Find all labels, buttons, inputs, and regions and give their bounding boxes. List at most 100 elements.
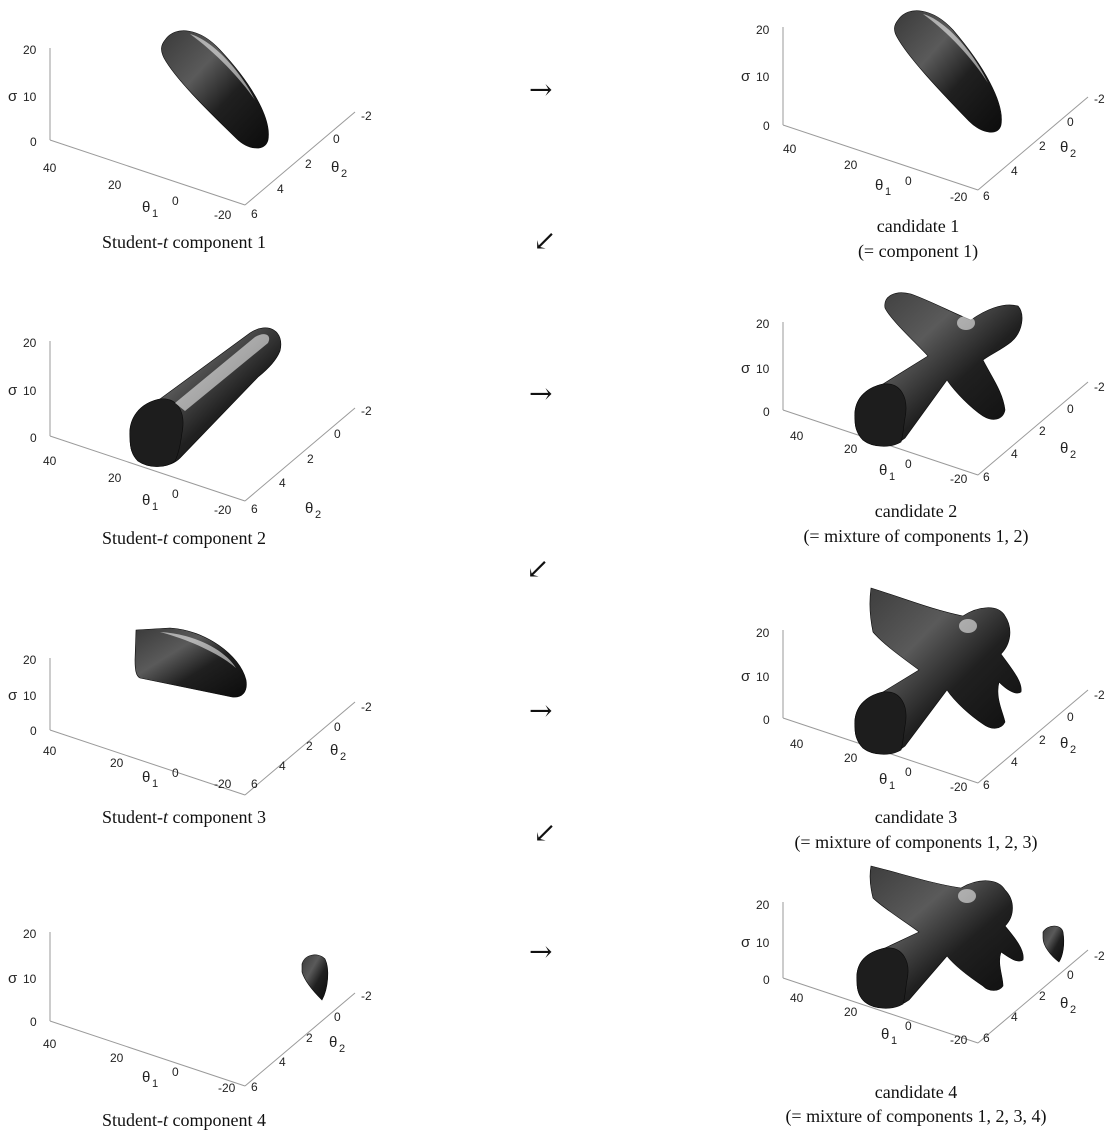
- tick-theta2-0: 0: [334, 1010, 341, 1024]
- density-surface: [129, 327, 282, 467]
- tick-theta1-0: 0: [172, 487, 179, 501]
- axis-label-theta2-sub: 2: [340, 751, 346, 763]
- tick-theta1-20: 20: [844, 442, 858, 456]
- theta1-ticks: 40 20 0 -20 θ 1: [790, 737, 968, 794]
- axis-label-theta1-sub: 1: [891, 1035, 897, 1047]
- axis-label-theta1-sub: 1: [152, 778, 158, 790]
- axis-label-theta2: θ: [1060, 735, 1068, 752]
- axis-label-theta2-sub: 2: [341, 168, 347, 180]
- axis-label-theta2-sub: 2: [315, 509, 321, 521]
- tick-theta1-40: 40: [43, 161, 57, 175]
- tick-theta2-6: 6: [983, 470, 990, 484]
- tick-theta1-0: 0: [905, 457, 912, 471]
- axis-label-theta1: θ: [142, 1069, 150, 1086]
- axis-label-theta1: θ: [881, 1026, 889, 1043]
- tick-theta1-0: 0: [172, 766, 179, 780]
- sigma-ticks: 0 10 20 σ: [8, 927, 37, 1029]
- tick-theta1-0: 0: [905, 1019, 912, 1033]
- tick-sigma-20: 20: [23, 653, 37, 667]
- axis-label-theta1: θ: [142, 769, 150, 786]
- axes-frame: [49, 341, 356, 502]
- right-panel-2: 0 10 20 σ 40 20 0 -20 θ 1 6 4 2 0 -2 θ 2: [741, 292, 1105, 486]
- theta1-ticks: 40 20 0 -20 θ 1: [783, 142, 968, 204]
- sigma-ticks: 0 10 20 σ: [741, 626, 770, 727]
- tick-theta2-m2: -2: [1094, 92, 1105, 106]
- tick-sigma-20: 20: [756, 898, 770, 912]
- density-surface: [856, 865, 1065, 1009]
- tick-theta2-2: 2: [305, 157, 312, 171]
- theta2-ticks: 6 4 2 0 -2 θ 2: [983, 92, 1105, 203]
- tick-theta1-20: 20: [110, 1051, 124, 1065]
- tick-sigma-10: 10: [756, 936, 770, 950]
- arrow-right-4: →: [529, 935, 552, 968]
- tick-theta2-0: 0: [1067, 710, 1074, 724]
- tick-sigma-0: 0: [763, 973, 770, 987]
- caption-right-4-line2: (= mixture of components 1, 2, 3, 4): [785, 1106, 1046, 1127]
- left-panel-3: 0 10 20 σ 40 20 0 -20 θ 1 6 4 2 0 -2 θ 2…: [8, 627, 372, 827]
- tick-sigma-10: 10: [23, 384, 37, 398]
- axis-label-sigma: σ: [8, 970, 18, 987]
- caption-right-2-line2: (= mixture of components 1, 2): [803, 526, 1028, 547]
- tick-theta2-2: 2: [1039, 733, 1046, 747]
- tick-sigma-20: 20: [756, 626, 770, 640]
- caption-right-3-line2: (= mixture of components 1, 2, 3): [794, 832, 1037, 853]
- tick-theta2-0: 0: [333, 132, 340, 146]
- caption-right-4-line1: candidate 4: [875, 1082, 957, 1102]
- axis-label-theta1: θ: [875, 177, 883, 194]
- tick-theta2-6: 6: [983, 189, 990, 203]
- tick-sigma-10: 10: [756, 362, 770, 376]
- tick-theta1-40: 40: [43, 1037, 57, 1051]
- tick-sigma-0: 0: [763, 119, 770, 133]
- arrow-right-1: →: [529, 73, 552, 106]
- arrow-right-3: →: [529, 694, 552, 727]
- tick-theta1-0: 0: [905, 765, 912, 779]
- tick-theta1-m20: -20: [950, 190, 968, 204]
- tick-sigma-0: 0: [30, 1015, 37, 1029]
- tick-theta1-20: 20: [844, 1005, 858, 1019]
- tick-theta2-6: 6: [251, 207, 258, 221]
- tick-theta2-4: 4: [279, 476, 286, 490]
- axis-label-theta1: θ: [142, 492, 150, 509]
- density-surface: [854, 587, 1022, 755]
- axis-label-sigma: σ: [8, 88, 18, 105]
- caption-left-1: Student-t component 1: [102, 232, 266, 252]
- theta1-ticks: 40 20 0 -20 θ 1: [43, 161, 232, 222]
- tick-theta1-40: 40: [790, 737, 804, 751]
- density-surface: [894, 10, 1002, 133]
- caption-right-3-line1: candidate 3: [875, 807, 957, 827]
- theta2-ticks: 6 4 2 0 -2 θ 2: [251, 700, 372, 791]
- axis-label-theta1-sub: 1: [889, 780, 895, 792]
- tick-theta2-m2: -2: [1094, 380, 1105, 394]
- axis-label-theta1-sub: 1: [152, 1078, 158, 1090]
- left-panel-2: 0 10 20 σ 40 20 0 -20 θ 1 6 4 2 0 -2 θ 2…: [8, 327, 372, 548]
- sigma-ticks: 0 10 20 σ: [741, 898, 770, 987]
- arrow-right-2: →: [529, 377, 552, 410]
- right-panel-4: 0 10 20 σ 40 20 0 -20 θ 1 6 4 2 0 -2 θ 2: [741, 865, 1105, 1047]
- tick-theta1-40: 40: [790, 429, 804, 443]
- tick-theta2-0: 0: [1067, 115, 1074, 129]
- tick-theta2-6: 6: [251, 777, 258, 791]
- axis-label-theta2: θ: [1060, 139, 1068, 156]
- tick-theta2-6: 6: [251, 1080, 258, 1094]
- axis-label-sigma: σ: [741, 360, 751, 377]
- theta2-ticks: 6 4 2 0 -2 θ 2: [983, 380, 1105, 484]
- tick-theta2-4: 4: [277, 182, 284, 196]
- tick-sigma-10: 10: [23, 689, 37, 703]
- tick-sigma-10: 10: [756, 670, 770, 684]
- theta2-ticks: 6 4 2 0 -2 θ 2: [983, 688, 1105, 792]
- axes-frame: [782, 902, 1089, 1044]
- tick-theta2-0: 0: [1067, 968, 1074, 982]
- tick-theta2-4: 4: [279, 1055, 286, 1069]
- tick-theta2-m2: -2: [1094, 949, 1105, 963]
- sigma-ticks: 0 10 20 σ: [741, 317, 770, 419]
- caption-left-3: Student-t component 3: [102, 807, 266, 827]
- axes-frame: [782, 27, 1089, 191]
- right-panel-1: 0 10 20 σ 40 20 0 -20 θ 1 6 4 2 0 -2 θ 2: [741, 10, 1105, 204]
- tick-sigma-20: 20: [23, 43, 37, 57]
- axis-label-theta1: θ: [879, 771, 887, 788]
- tick-sigma-20: 20: [23, 927, 37, 941]
- tick-theta2-4: 4: [1011, 447, 1018, 461]
- tick-theta1-m20: -20: [214, 503, 232, 517]
- tick-sigma-0: 0: [30, 431, 37, 445]
- axis-label-theta1-sub: 1: [152, 208, 158, 220]
